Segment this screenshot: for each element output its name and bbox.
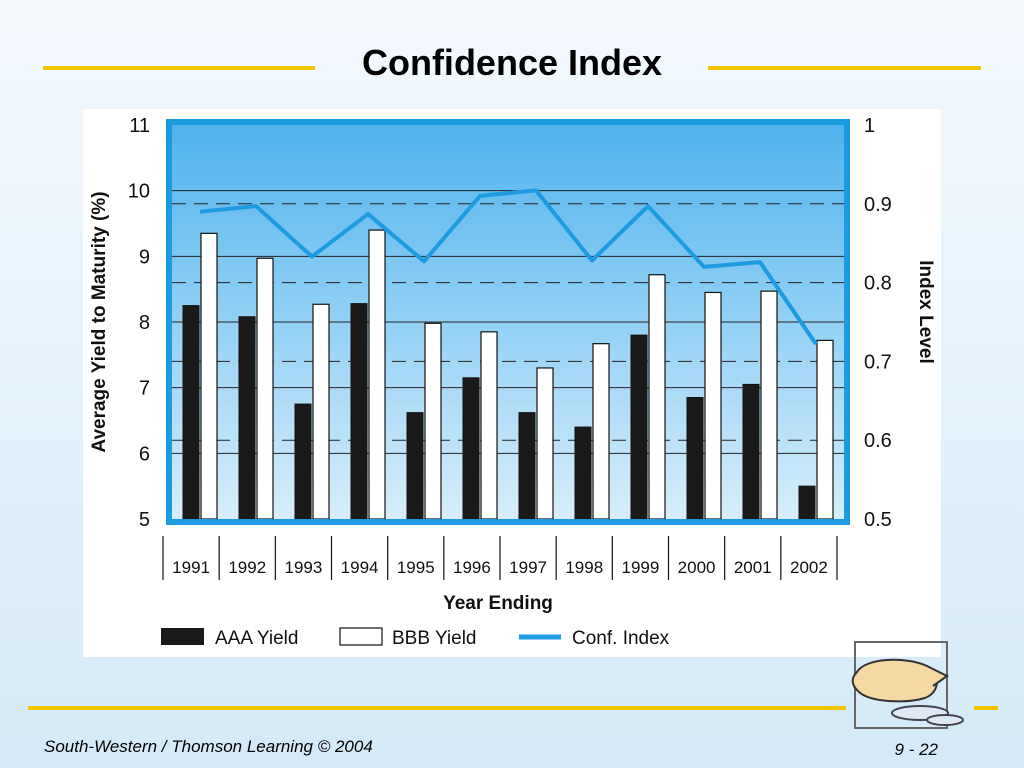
- title-rule-left: [43, 66, 315, 70]
- x-tick-label: 1993: [285, 558, 323, 577]
- bar-bbb-yield: [256, 257, 274, 520]
- bar-aaa-yield: [406, 412, 424, 520]
- legend-swatch-bbb: [339, 627, 383, 646]
- bar-bbb-yield: [648, 274, 666, 520]
- bar-aaa-yield: [742, 383, 760, 520]
- bar-bbb-yield: [704, 291, 722, 520]
- x-tick-label: 1996: [453, 558, 491, 577]
- legend-swatch-aaa: [161, 628, 204, 645]
- y2-tick-label: 0.5: [864, 509, 892, 531]
- bar-bbb-yield: [312, 303, 330, 520]
- bar-bbb-yield: [592, 343, 610, 520]
- x-tick-label: 1991: [172, 558, 210, 577]
- bar-aaa-yield: [462, 377, 480, 520]
- y2-tick-label: 0.7: [864, 351, 892, 373]
- footer-rule-left: [28, 706, 846, 710]
- chart-panel: 5 6 7 8 9 10 11 0.5 0.6 0.7 0.8 0.9 1 Average Yield t…: [83, 109, 941, 657]
- y-tick-label: 11: [129, 115, 150, 137]
- y-tick-label: 10: [128, 181, 150, 203]
- line-conf-index: [199, 188, 818, 346]
- y2-tick-label: 0.8: [864, 273, 892, 295]
- footer-rule-right: [974, 706, 998, 710]
- x-tick-label: 2001: [734, 558, 772, 577]
- y-axis-title: Average Yield to Maturity (%): [89, 191, 110, 452]
- bar-bbb-yield: [760, 290, 778, 520]
- y2-tick-label: 1: [864, 115, 875, 137]
- x-tick-label: 1992: [228, 558, 266, 577]
- bar-bbb-yield: [816, 339, 834, 520]
- mascot-clipart-icon: [851, 641, 964, 729]
- y-tick-label: 6: [139, 443, 150, 465]
- x-tick-label: 2002: [790, 558, 828, 577]
- y-tick-label: 5: [139, 509, 150, 531]
- y-tick-label: 8: [139, 312, 150, 334]
- bar-aaa-yield: [630, 334, 648, 520]
- bar-aaa-yield: [238, 316, 256, 520]
- x-tick-label: 1998: [565, 558, 603, 577]
- bar-aaa-yield: [574, 426, 592, 520]
- y2-tick-label: 0.9: [864, 194, 892, 216]
- slide-title: Confidence Index: [361, 42, 663, 83]
- x-tick-label: 1995: [397, 558, 435, 577]
- bar-bbb-yield: [200, 232, 218, 520]
- bar-aaa-yield: [798, 485, 816, 520]
- x-tick-label: 2000: [678, 558, 716, 577]
- x-axis-title: Year Ending: [443, 593, 553, 614]
- bar-bbb-yield: [424, 322, 442, 520]
- bar-bbb-yield: [480, 331, 498, 520]
- confidence-index-chart: 5 6 7 8 9 10 11 0.5 0.6 0.7 0.8 0.9 1 Average Yield t…: [89, 115, 936, 649]
- bar-aaa-yield: [294, 403, 312, 520]
- legend-label-bbb: BBB Yield: [392, 628, 477, 649]
- bar-aaa-yield: [350, 303, 368, 520]
- x-tick-label: 1999: [622, 558, 660, 577]
- y-tick-label: 9: [139, 246, 150, 268]
- bar-aaa-yield: [686, 397, 704, 520]
- slide-number: 9 - 22: [894, 740, 938, 759]
- footer-credit: South-Western / Thomson Learning © 2004: [44, 737, 373, 756]
- y-tick-label: 7: [139, 378, 150, 400]
- bar-aaa-yield: [182, 305, 200, 520]
- x-tick-label: 1994: [341, 558, 379, 577]
- x-tick-label: 1997: [509, 558, 547, 577]
- legend-label-aaa: AAA Yield: [215, 628, 298, 649]
- bar-aaa-yield: [518, 412, 536, 520]
- y2-tick-label: 0.6: [864, 430, 892, 452]
- bar-bbb-yield: [536, 367, 554, 520]
- title-rule-right: [708, 66, 981, 70]
- y2-axis-title: Index Level: [915, 260, 936, 364]
- legend-label-index: Conf. Index: [572, 628, 670, 649]
- plot-frame: [166, 119, 850, 525]
- bar-bbb-yield: [368, 229, 386, 520]
